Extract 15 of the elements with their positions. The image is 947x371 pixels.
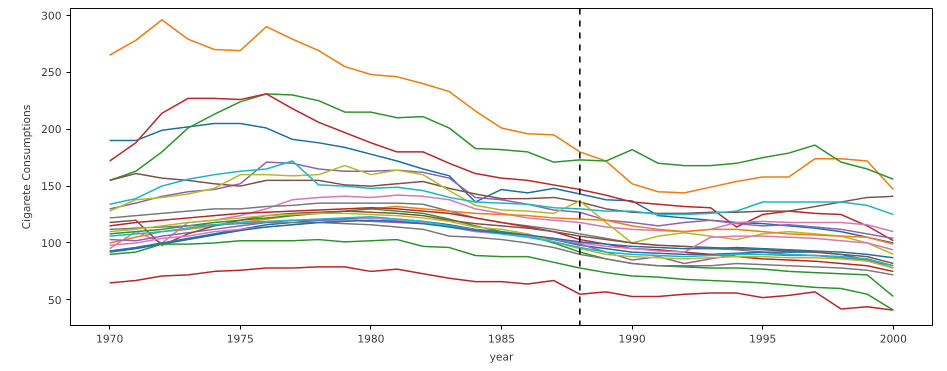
y-tick-label: 300 [41, 9, 62, 22]
y-tick-label: 200 [41, 123, 62, 136]
x-tick-label: 1990 [618, 332, 646, 346]
x-tick-label: 1970 [96, 332, 124, 346]
y-tick-label: 100 [41, 236, 62, 250]
y-tick-label: 250 [41, 66, 62, 80]
y-tick-label: 50 [48, 294, 62, 307]
y-axis-title: Cigarete Consumptions [20, 104, 34, 230]
y-tick-label: 150 [41, 180, 62, 194]
x-tick-label: 1985 [488, 332, 516, 346]
x-tick-label: 1980 [357, 332, 385, 346]
x-axis-title: year [490, 350, 514, 364]
x-tick-label: 2000 [880, 332, 908, 346]
x-tick-label: 1975 [226, 332, 254, 346]
x-tick-label: 1995 [749, 332, 776, 346]
